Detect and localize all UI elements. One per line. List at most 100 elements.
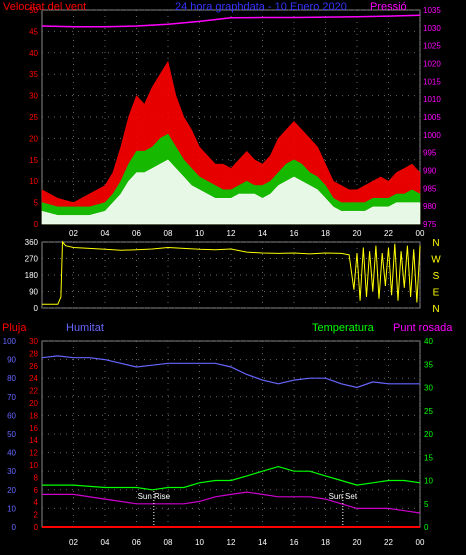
hour-tick-label: 06 [132,538,141,547]
pressure-line [41,14,421,28]
pressure-tick-label: 1015 [423,77,441,86]
rain-tick-label: 18 [29,411,38,420]
hour-tick-label: 04 [101,538,110,547]
hour-tick-label: 08 [164,229,173,238]
rain-tick-label: 28 [29,349,38,358]
humidity-hour-ticks: 02 04 06 08 10 12 14 16 18 20 22 00 [69,538,425,547]
wind-speed-tick-label: 25 [29,113,38,122]
humidity-tick-label: 100 [3,337,17,346]
hour-tick-label: 16 [290,538,299,547]
temperature-tick-label: 20 [424,430,433,439]
hour-tick-label: 18 [321,538,330,547]
temperature-ticks: 0 5 10 15 20 25 30 35 40 [424,337,433,532]
temperature-tick-label: 25 [424,407,433,416]
humidity-tick-label: 40 [7,449,16,458]
hour-tick-label: 20 [353,538,362,547]
pressure-tick-label: 1005 [423,113,441,122]
temperature-tick-label: 30 [424,384,433,393]
rain-tick-label: 10 [29,461,38,470]
rain-tick-label: 4 [34,498,39,507]
hour-tick-label: 22 [384,538,393,547]
humidity-tick-label: 20 [7,486,16,495]
humidity-tick-label: 60 [7,411,16,420]
rain-tick-label: 22 [29,387,38,396]
hour-tick-label: 04 [101,229,110,238]
humidity-tick-label: 70 [7,393,16,402]
hour-tick-label: 14 [258,229,267,238]
direction-tick-label: 0 [34,304,39,313]
rain-tick-label: 8 [34,473,39,482]
direction-series [42,240,421,305]
wind-wind-area [41,159,421,225]
wind-speed-tick-label: 40 [29,49,38,58]
dewpoint-line [42,491,421,514]
hour-tick-label: 20 [353,229,362,238]
rain-tick-label: 14 [29,436,38,445]
wind-direction-line [42,240,421,305]
pressure-tick-label: 990 [423,167,437,176]
wind-speed-tick-label: 10 [29,177,38,186]
pressure-tick-label: 1025 [423,42,441,51]
hour-tick-label: 12 [227,538,236,547]
wind-speed-ticks: 0 5 10 15 20 25 30 35 40 45 50 [29,6,38,229]
compass-label: S [433,271,440,282]
temperature-tick-label: 35 [424,360,433,369]
hour-tick-label: 18 [321,229,330,238]
hour-tick-label: 12 [227,229,236,238]
chart-title: 24 hora graphdata - 10 Enero 2020 [175,1,347,13]
direction-ticks: 0 90 180 270 360 [25,238,39,313]
pressure-tick-label: 975 [423,220,437,229]
rain-tick-label: 26 [29,362,38,371]
hour-tick-label: 14 [258,538,267,547]
pressure-tick-label: 1020 [423,60,441,69]
rain-title: Pluja [2,322,27,334]
pressure-tick-label: 995 [423,149,437,158]
compass-label: N [432,238,439,249]
pressure-tick-label: 1000 [423,131,441,140]
direction-tick-label: 180 [25,271,39,280]
pressure-title: Pressió [370,1,407,13]
pressure-tick-label: 1010 [423,95,441,104]
wind-speed-tick-label: 35 [29,70,38,79]
compass-label: E [433,288,440,299]
rain-tick-label: 6 [34,486,39,495]
wind-hour-ticks: 02 04 06 08 10 12 14 16 18 20 22 00 [69,229,425,238]
direction-grid [42,241,421,309]
temperature-tick-label: 40 [424,337,433,346]
wind-speed-tick-label: 0 [34,220,39,229]
hour-tick-label: 08 [164,538,173,547]
wind-speed-tick-label: 30 [29,92,38,101]
sun-annotation-label: Sun Set [329,492,358,501]
humidity-temp-chart: Pluja Humitat Temperatura Punt rosada 0 1… [2,322,453,547]
rain-tick-label: 30 [29,337,38,346]
direction-tick-label: 360 [25,238,39,247]
rain-tick-label: 2 [34,511,39,520]
pressure-tick-label: 980 [423,202,437,211]
temperature-line [42,465,421,491]
humidity-grid [42,340,421,528]
humidity-tick-label: 50 [7,430,16,439]
humidity-title: Humitat [66,322,104,334]
hour-tick-label: 16 [290,229,299,238]
dewpoint-title: Punt rosada [393,322,453,334]
hour-tick-label: 06 [132,229,141,238]
wind-speed-tick-label: 5 [34,199,39,208]
wind-speed-title: Velocitat del vent [3,1,86,13]
hour-tick-label: 22 [384,229,393,238]
compass-label: N [432,304,439,315]
humidity-tick-label: 0 [12,523,17,532]
hour-tick-label: 10 [195,229,204,238]
humidity-line [41,355,420,389]
humidity-ticks: 0 10 20 30 40 50 60 70 80 90 100 [3,337,17,532]
rain-tick-label: 24 [29,374,38,383]
rain-tick-label: 16 [29,424,38,433]
pressure-tick-label: 1035 [423,6,441,15]
compass-label: W [431,255,441,266]
hour-tick-label: 02 [69,538,78,547]
pressure-tick-label: 1030 [423,24,441,33]
pressure-ticks: 975 980 985 990 995 1000 1005 1010 1015 1020 1025 1… [423,6,441,229]
temperature-tick-label: 10 [424,477,433,486]
hour-tick-label: 00 [416,229,425,238]
